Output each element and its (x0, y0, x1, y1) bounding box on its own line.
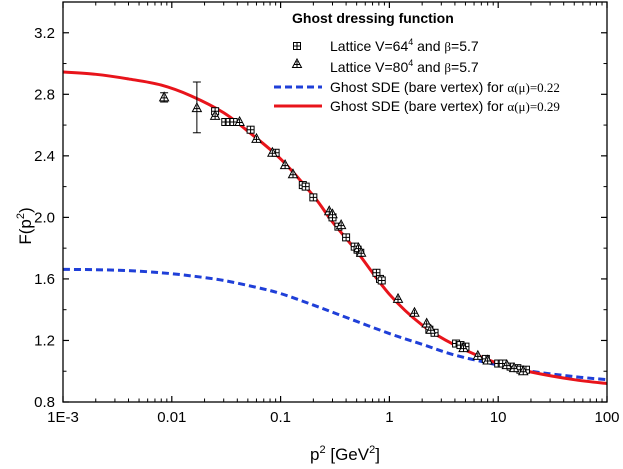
y-tick-label: 2.0 (34, 209, 55, 226)
lattice-80-point (392, 292, 404, 303)
x-tick-label: 0.01 (157, 409, 186, 426)
lattice-80-point (421, 317, 432, 328)
legend-marker-square-plus (293, 42, 301, 50)
lattice-80-point (458, 342, 469, 353)
lattice-80-point (425, 323, 437, 334)
lattice-64-point (377, 276, 386, 285)
y-tick-label: 0.8 (34, 394, 55, 411)
y-tick-label: 1.6 (34, 271, 55, 288)
lattice-80-point (158, 91, 170, 102)
lattice-80-point (234, 115, 245, 126)
y-tick-label: 1.2 (34, 332, 55, 349)
legend-label-sde-029: Ghost SDE (bare vertex) for α(μ)=0.29 (330, 98, 560, 114)
lattice-80-point (327, 208, 338, 219)
ticks-layer: 1E-3 0.01 0.1 1 10 100 0.8 1.2 1.6 2.0 2.4 2.8 3.2 (34, 2, 620, 426)
lattice-80-point (472, 349, 484, 360)
x-tick-label: 1 (385, 409, 393, 426)
lattice-80-point (279, 159, 291, 170)
legend-entry-sde-029: Ghost SDE (bare vertex) for α(μ)=0.29 (274, 98, 560, 114)
legend-entry-sde-022: Ghost SDE (bare vertex) for α(μ)=0.22 (274, 79, 560, 95)
sde-022-curve (62, 267, 608, 382)
legend-label-lattice-80: Lattice V=804 and β=5.7 (330, 58, 479, 75)
lattice-80-point (209, 109, 221, 120)
y-tick-label: 2.8 (34, 86, 55, 103)
lattice-80-point (191, 102, 203, 113)
legend: Ghost dressing function Lattice V=644 an… (274, 10, 560, 114)
x-axis-title: p2 [GeV2] (310, 444, 380, 464)
legend-marker-triangle-plus (291, 57, 303, 68)
legend-entry-lattice-64: Lattice V=644 and β=5.7 (293, 37, 479, 54)
legend-label-sde-022: Ghost SDE (bare vertex) for α(μ)=0.22 (330, 79, 560, 95)
lattice-80-point (251, 132, 262, 143)
x-tick-label: 100 (594, 409, 619, 426)
lattice-80-point (335, 219, 347, 230)
plot-frame (62, 1, 608, 403)
x-tick-label: 1E-3 (47, 409, 79, 426)
lattice-80-point (287, 168, 299, 179)
x-tick-label: 10 (490, 409, 507, 426)
lattice-80-point (508, 362, 520, 373)
x-tick-label: 0.1 (270, 409, 291, 426)
lattice-80-point (482, 354, 493, 365)
lattice-64-point (301, 182, 310, 191)
y-tick-label: 3.2 (34, 25, 55, 42)
lattice-64-point (309, 193, 318, 202)
y-axis-title: F(p2) (15, 207, 35, 244)
lattice-80-point (267, 146, 278, 157)
lattice-80-point (355, 246, 367, 257)
markers-layer (158, 81, 530, 376)
lattice-80-point (409, 306, 420, 317)
y-tick-label: 2.4 (34, 148, 55, 165)
lattice-64-point (246, 125, 255, 134)
legend-title: Ghost dressing function (292, 10, 454, 26)
lattice-80-point (501, 359, 513, 370)
lattice-80-point (517, 365, 529, 376)
legend-entry-lattice-80: Lattice V=804 and β=5.7 (291, 57, 479, 75)
legend-label-lattice-64: Lattice V=644 and β=5.7 (330, 37, 479, 54)
lattice-64-point (342, 233, 351, 242)
